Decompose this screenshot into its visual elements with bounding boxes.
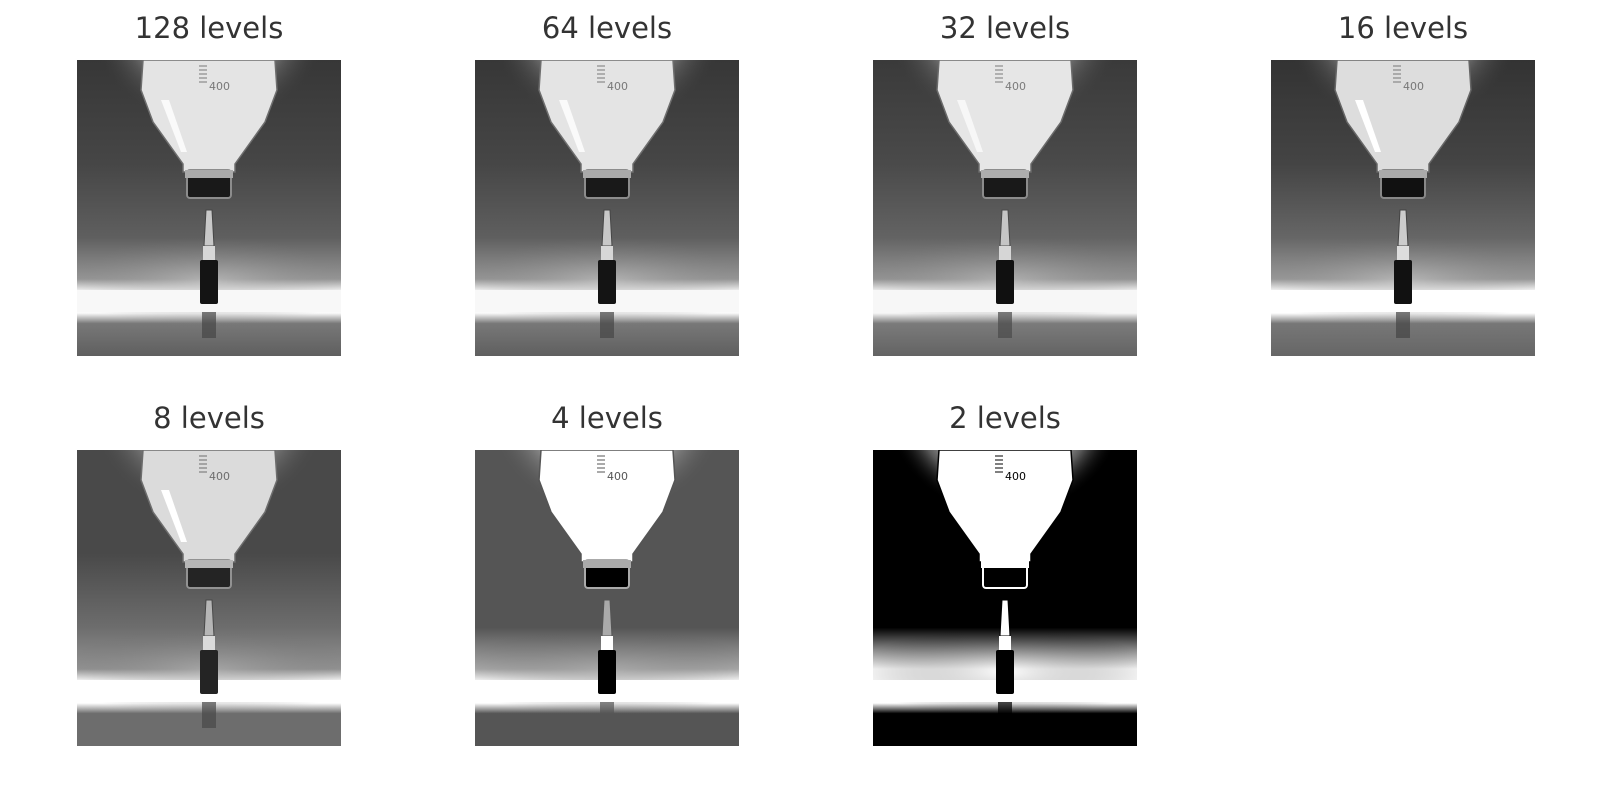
reflection — [1396, 312, 1410, 338]
ampoule-tip — [203, 209, 215, 247]
quantized-photo: 400 — [77, 450, 341, 746]
quantized-photo: 400 — [1271, 60, 1535, 356]
ampoule-tip — [999, 209, 1011, 247]
bottle-marking: 400 — [1005, 80, 1026, 93]
cap-ring — [1379, 170, 1427, 178]
quantized-photo: 400 — [475, 60, 739, 356]
ampoule-neck — [999, 246, 1011, 260]
panel-title: 4 levels — [551, 401, 663, 435]
ampoule-tip — [601, 599, 613, 637]
photo-svg: 400 — [1271, 60, 1535, 356]
bottle-shine — [957, 100, 983, 152]
ampoule-tip — [1397, 209, 1409, 247]
reflection — [998, 312, 1012, 338]
bottle-shine — [559, 100, 585, 152]
reflection — [202, 702, 216, 728]
cap-ring — [981, 170, 1029, 178]
photo-svg: 400 — [475, 60, 739, 356]
ampoule-body — [598, 650, 616, 694]
panel-title: 8 levels — [153, 401, 265, 435]
graduation-marks — [597, 65, 605, 83]
ampoule-neck — [203, 636, 215, 650]
bottle — [140, 450, 278, 563]
bottle-shine — [1355, 100, 1381, 152]
ampoule-tip — [999, 599, 1011, 637]
bottle-shine — [161, 100, 187, 152]
reflection — [998, 702, 1012, 728]
ampoule-body — [996, 650, 1014, 694]
graduation-marks — [995, 65, 1003, 83]
graduation-marks — [199, 65, 207, 83]
bottle-shine — [957, 490, 983, 542]
ampoule-body — [598, 260, 616, 304]
quantized-photo: 400 — [873, 60, 1137, 356]
graduation-marks — [995, 455, 1003, 473]
ampoule-neck — [999, 636, 1011, 650]
ampoule-neck — [601, 636, 613, 650]
cap-ring — [981, 560, 1029, 568]
cap-ring — [185, 170, 233, 178]
ampoule-body — [200, 260, 218, 304]
ampoule-body — [200, 650, 218, 694]
ampoule-body — [1394, 260, 1412, 304]
bottle-marking: 400 — [1403, 80, 1424, 93]
bottle-marking: 400 — [1005, 470, 1026, 483]
bottle-marking: 400 — [209, 80, 230, 93]
photo-svg: 400 — [77, 450, 341, 746]
quantized-photo: 400 — [873, 450, 1137, 746]
reflection — [202, 312, 216, 338]
bottle-marking: 400 — [607, 470, 628, 483]
bottle — [936, 450, 1074, 563]
reflection — [600, 702, 614, 728]
photo-svg: 400 — [77, 60, 341, 356]
bottle — [538, 450, 676, 563]
ampoule-body — [996, 260, 1014, 304]
graduation-marks — [1393, 65, 1401, 83]
ampoule-neck — [1397, 246, 1409, 260]
ampoule-neck — [601, 246, 613, 260]
cap-ring — [185, 560, 233, 568]
panel-title: 32 levels — [939, 11, 1071, 45]
ampoule-tip — [601, 209, 613, 247]
bottle — [936, 60, 1074, 173]
reflection — [600, 312, 614, 338]
bottle-shine — [559, 490, 585, 542]
cap-ring — [583, 560, 631, 568]
photo-svg: 400 — [873, 450, 1137, 746]
panel-title: 2 levels — [949, 401, 1061, 435]
panel-title: 64 levels — [541, 11, 673, 45]
bottle-shine — [161, 490, 187, 542]
bottle — [140, 60, 278, 173]
panel-title: 128 levels — [134, 11, 284, 45]
bottle-marking: 400 — [607, 80, 628, 93]
quantized-photo: 400 — [475, 450, 739, 746]
bottle — [538, 60, 676, 173]
ampoule-neck — [203, 246, 215, 260]
photo-svg: 400 — [475, 450, 739, 746]
bottle — [1334, 60, 1472, 173]
panel-title: 16 levels — [1337, 11, 1469, 45]
bottle-marking: 400 — [209, 470, 230, 483]
graduation-marks — [597, 455, 605, 473]
quantized-photo: 400 — [77, 60, 341, 356]
graduation-marks — [199, 455, 207, 473]
ampoule-tip — [203, 599, 215, 637]
photo-svg: 400 — [873, 60, 1137, 356]
cap-ring — [583, 170, 631, 178]
